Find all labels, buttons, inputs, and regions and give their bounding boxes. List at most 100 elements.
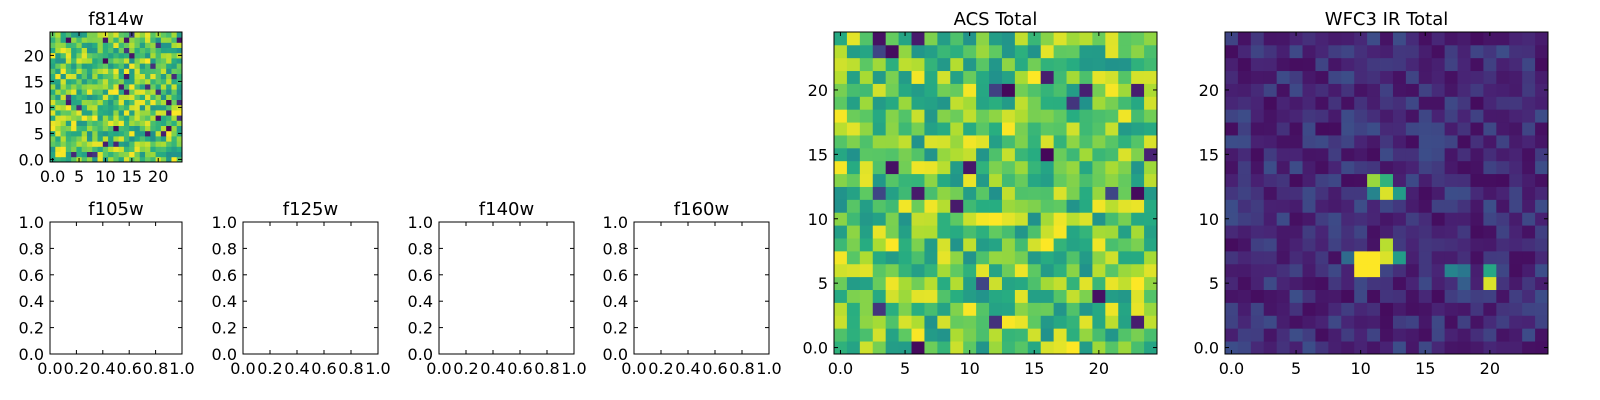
heatmap-cell — [1250, 186, 1265, 200]
heatmap-cell — [1509, 315, 1523, 329]
heatmap-cell — [129, 141, 135, 147]
heatmap-cell — [50, 73, 56, 80]
heatmap-cell — [924, 147, 938, 162]
heatmap-cell — [1092, 315, 1106, 329]
heatmap-cell — [1496, 147, 1510, 162]
heatmap-cell — [65, 151, 72, 158]
heatmap-cell — [150, 37, 156, 43]
heatmap-cell — [108, 104, 114, 111]
heatmap-cell — [1341, 341, 1355, 355]
heatmap-cell — [108, 73, 114, 80]
heatmap-cell — [160, 115, 167, 121]
heatmap-cell — [1079, 96, 1093, 110]
heatmap-cell — [1367, 238, 1381, 252]
y-tick-label: 10 — [1199, 210, 1219, 229]
heatmap-cell — [937, 225, 951, 239]
heatmap-cell — [1053, 238, 1067, 252]
heatmap-cell — [176, 94, 183, 100]
heatmap-cell — [911, 302, 925, 316]
heatmap-cell — [55, 99, 61, 106]
heatmap-cell — [139, 99, 146, 106]
heatmap-cell — [134, 89, 141, 95]
x-tick-label: 0.6 — [507, 359, 532, 378]
heatmap-cell — [1315, 238, 1329, 252]
heatmap-cell — [1250, 32, 1265, 46]
heatmap-cell — [1483, 122, 1497, 136]
heatmap-cell — [1496, 276, 1510, 290]
heatmap-cell — [150, 151, 156, 158]
heatmap-cell — [1040, 32, 1055, 46]
heatmap-cell — [1118, 225, 1132, 239]
heatmap-cell — [60, 68, 67, 74]
heatmap-cell — [1079, 160, 1093, 175]
heatmap-cell — [134, 63, 141, 69]
heatmap-cell — [171, 42, 178, 48]
heatmap-cell — [1483, 276, 1497, 290]
heatmap-cell — [139, 37, 146, 43]
heatmap-cell — [76, 47, 83, 54]
heatmap-cell — [846, 135, 861, 149]
heatmap-cell — [1040, 289, 1055, 303]
heatmap-cell — [176, 110, 183, 116]
heatmap-cell — [1066, 135, 1080, 149]
heatmap-cell — [155, 151, 162, 158]
heatmap-cell — [1483, 109, 1497, 123]
heatmap-cell — [145, 99, 151, 106]
heatmap-cell — [71, 115, 77, 121]
heatmap-cell — [1392, 44, 1407, 59]
heatmap-cell — [1131, 135, 1145, 149]
heatmap-cell — [1418, 83, 1433, 97]
heatmap-cell — [1405, 276, 1420, 290]
heatmap-cell — [166, 156, 172, 163]
heatmap-cell — [872, 302, 887, 316]
heatmap-cell — [950, 83, 964, 97]
heatmap-cell — [1367, 160, 1381, 175]
heatmap-cell — [834, 238, 848, 252]
heatmap-cell — [1457, 57, 1471, 72]
heatmap-cell — [1496, 199, 1510, 213]
heatmap-cell — [1250, 238, 1265, 252]
heatmap-cell — [1225, 186, 1239, 200]
heatmap-cell — [134, 146, 141, 152]
heatmap-cell — [1405, 96, 1420, 110]
heatmap-cell — [1105, 186, 1119, 200]
heatmap-cell — [1066, 289, 1080, 303]
heatmap-cell — [1289, 83, 1303, 97]
heatmap-cell — [134, 42, 141, 48]
heatmap-cell — [145, 125, 151, 132]
heatmap-cell — [1470, 315, 1484, 329]
heatmap-cell — [134, 151, 141, 158]
heatmap-cell — [1001, 122, 1016, 136]
heatmap-cell — [81, 63, 88, 69]
heatmap-cell — [1118, 315, 1132, 329]
heatmap-cell — [1079, 341, 1093, 355]
heatmap-cell — [937, 250, 951, 265]
heatmap-cell — [859, 276, 874, 290]
heatmap-cell — [1535, 315, 1549, 329]
heatmap-cell — [1105, 328, 1119, 342]
heatmap-cell — [1354, 109, 1368, 123]
heatmap-cell — [81, 115, 88, 121]
heatmap-cell — [1001, 263, 1016, 278]
heatmap-cell — [1380, 96, 1394, 110]
heatmap-cell — [846, 57, 861, 72]
y-tick-label: 15 — [1199, 145, 1219, 164]
heatmap-cell — [60, 78, 67, 85]
heatmap-cell — [924, 160, 938, 175]
heatmap-cell — [950, 341, 964, 355]
heatmap-cell — [885, 289, 899, 303]
heatmap-cell — [1027, 96, 1042, 110]
heatmap-cell — [963, 57, 977, 72]
heatmap-cell — [1027, 328, 1042, 342]
heatmap-cell — [123, 52, 130, 59]
heatmap-cell — [1302, 147, 1316, 162]
heatmap-cell — [1001, 315, 1016, 329]
heatmap-cell — [155, 78, 162, 85]
heatmap-cell — [71, 104, 77, 111]
heatmap-cell — [1118, 212, 1132, 226]
heatmap-cell — [97, 89, 104, 95]
heatmap-cell — [1328, 44, 1342, 59]
heatmap-cell — [1380, 173, 1394, 187]
heatmap-cell — [1066, 263, 1080, 278]
heatmap-cell — [976, 135, 990, 149]
